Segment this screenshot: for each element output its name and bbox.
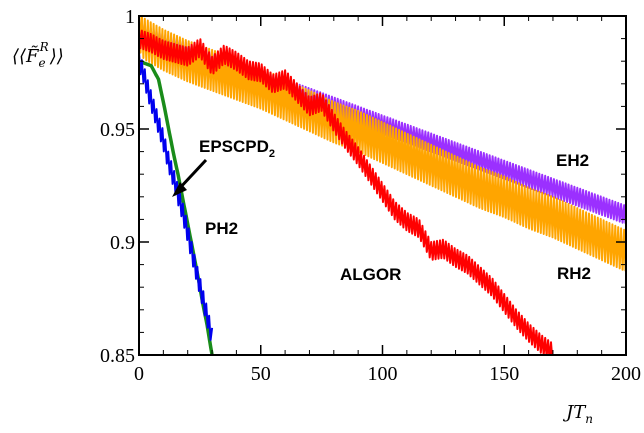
y-axis-title: ⟨⟨F̃eR⟩⟩ <box>12 40 64 70</box>
y-axis-title-sub: e <box>39 56 46 70</box>
y-tick-label: 0.95 <box>100 119 135 141</box>
epscpd2-pointer-arrow <box>176 158 208 192</box>
series-line-epscpd2 <box>139 59 214 355</box>
y-tick-label: 0.9 <box>110 232 135 254</box>
x-tick-label: 150 <box>489 363 519 385</box>
y-axis-title-sup: R <box>39 40 49 54</box>
y-axis-title-main: ⟨⟨F̃ <box>12 45 40 67</box>
epscpd2-pointer-arrowhead <box>172 182 187 197</box>
series-label-eh2: EH2 <box>556 151 589 170</box>
series-label-rh2: RH2 <box>557 264 591 283</box>
x-tick-label: 0 <box>134 363 144 385</box>
x-tick-label: 200 <box>611 363 641 385</box>
x-axis-title-main: JT <box>562 402 587 423</box>
series-label-epscpd2-main: EPSCPD <box>199 137 269 156</box>
series-label-algor: ALGOR <box>340 265 401 284</box>
x-axis-title-sub: n <box>585 412 593 426</box>
x-tick-label: 50 <box>251 363 271 385</box>
y-axis-title-close: ⟩⟩ <box>49 46 64 67</box>
series-label-epscpd2: EPSCPD2 <box>199 137 275 160</box>
series-label-ph2: PH2 <box>205 219 238 238</box>
y-tick-label: 0.85 <box>100 345 135 367</box>
x-tick-label: 100 <box>368 363 398 385</box>
ticks-layer: 0 50 100 150 200 0.85 0.9 0.95 1 <box>100 6 641 385</box>
series-line-algor <box>139 29 554 355</box>
series-line-ph2 <box>139 52 214 341</box>
series-line-rh2 <box>139 16 626 272</box>
series-label-epscpd2-sub: 2 <box>269 148 275 160</box>
x-axis-title: JTn <box>562 402 593 426</box>
series-layer <box>139 16 626 355</box>
y-tick-label: 1 <box>125 6 135 28</box>
